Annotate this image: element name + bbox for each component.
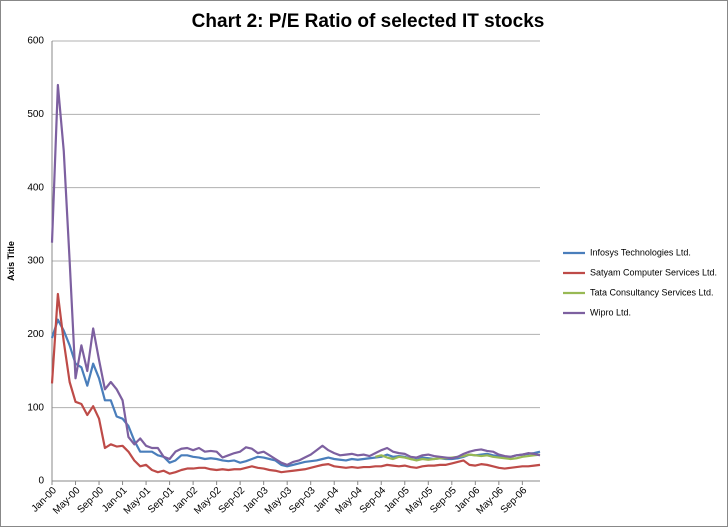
chart-title: Chart 2: P/E Ratio of selected IT stocks: [192, 11, 545, 32]
y-axis-title: Axis Title: [6, 241, 16, 281]
legend-label: Satyam Computer Services Ltd.: [590, 267, 717, 277]
series-line: [50, 83, 541, 466]
y-tick-label: 100: [27, 402, 44, 413]
y-tick-label: 300: [27, 256, 44, 267]
legend-label: Infosys Technologies Ltd.: [590, 247, 691, 257]
series-line: [50, 318, 541, 468]
y-tick-label: 400: [27, 182, 44, 193]
legend-label: Tata Consultancy Services Ltd.: [590, 287, 714, 297]
y-tick-label: 0: [38, 476, 44, 487]
y-tick-label: 200: [27, 329, 44, 340]
legend-label: Wipro Ltd.: [590, 307, 631, 317]
y-tick-label: 500: [27, 109, 44, 120]
series-line: [50, 292, 541, 475]
y-tick-label: 600: [27, 36, 44, 47]
